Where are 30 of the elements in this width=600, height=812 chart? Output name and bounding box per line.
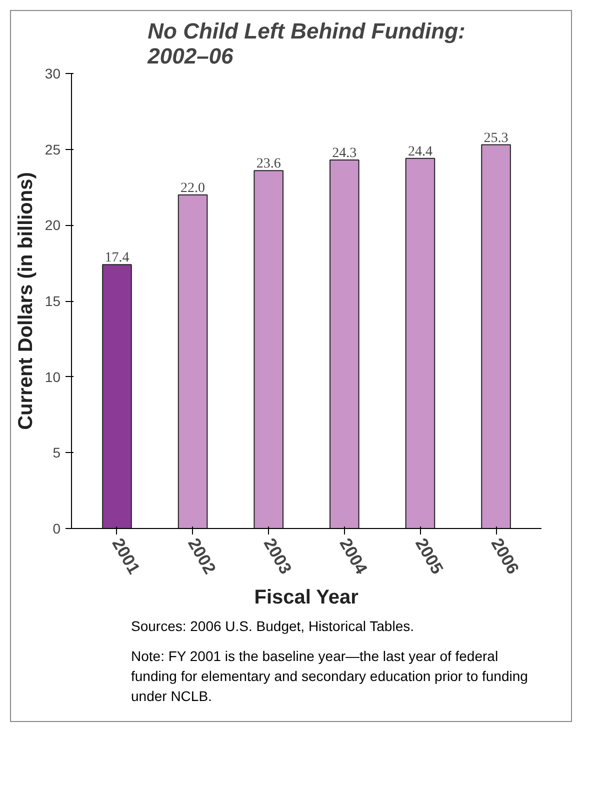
data-label: 24.3 [332, 146, 357, 161]
x-tick-label: 2006 [487, 535, 523, 578]
y-tick-label: 20 [44, 217, 61, 234]
y-tick-label: 30 [44, 66, 61, 82]
data-label: 24.4 [408, 144, 432, 160]
data-label: 22.0 [180, 180, 206, 196]
x-tick-label: 2003 [260, 535, 296, 578]
chart-title: No Child Left Behind Funding: 2002–06 [146, 18, 466, 68]
data-label: 17.4 [104, 250, 130, 266]
bar [330, 159, 360, 528]
x-tick-label: 2005 [412, 535, 447, 578]
x-tick-label: 2001 [108, 535, 144, 578]
y-tick-label: 10 [44, 368, 61, 385]
x-tick-label: 2002 [184, 535, 220, 578]
x-tick-label: 2004 [336, 535, 372, 578]
data-label: 25.3 [484, 130, 508, 146]
y-tick-label: 5 [52, 444, 61, 461]
text: Note: FY 2001 is the baseline year—the last year of federal funding for elementary and secondary education prior to funding under NCLB. [131, 647, 529, 706]
bar [254, 170, 284, 528]
data-label: 23.6 [256, 156, 281, 172]
bar [481, 144, 511, 528]
y-tick-label: 0 [52, 520, 61, 536]
source-note: Sources: 2006 U.S. Budget, Historical Tables. [131, 617, 416, 636]
y-tick-label: 15 [44, 293, 61, 309]
bar [178, 194, 208, 528]
y-axis-title: Current Dollars (in billions) [14, 172, 37, 430]
x-axis-title: Fiscal Year [254, 586, 359, 608]
bar [405, 158, 436, 528]
y-tick-label: 25 [44, 141, 61, 158]
bar [102, 264, 132, 528]
